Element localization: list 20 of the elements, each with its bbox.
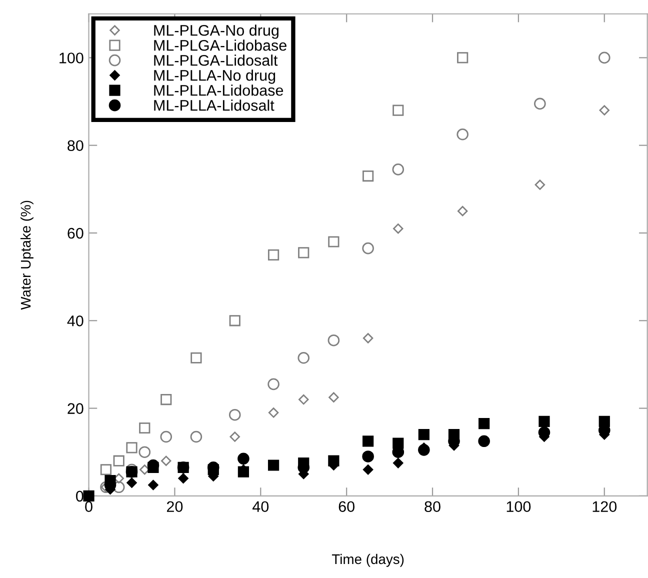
- y-axis-title: Water Uptake (%): [20, 200, 34, 310]
- y-tick-label: 100: [60, 52, 84, 64]
- legend-label: ML-PLLA-Lidobase: [154, 84, 284, 96]
- x-tick-label: 0: [85, 501, 92, 512]
- y-tick-label: 40: [67, 316, 84, 326]
- legend-label: ML-PLGA-No drug: [154, 24, 278, 39]
- x-tick-label: 40: [252, 501, 269, 512]
- legend-label: ML-PLLA-Lidosalt: [154, 100, 274, 111]
- x-tick-label: 100: [506, 501, 531, 512]
- x-axis-title: Time (days): [332, 554, 404, 567]
- x-tick-label: 60: [338, 501, 354, 512]
- legend-label: ML-PLGA-Lidosalt: [154, 54, 278, 66]
- y-tick-label: 60: [68, 228, 84, 239]
- legend-label: ML-PLLA-No drug: [154, 70, 276, 84]
- y-tick-label: 80: [68, 140, 84, 152]
- x-tick-label: 80: [424, 501, 440, 512]
- x-tick-label: 120: [592, 501, 617, 512]
- legend-label: ML-PLGA-Lidobase: [154, 40, 286, 51]
- x-tick-label: 20: [166, 501, 183, 512]
- y-tick-label: 20: [68, 403, 84, 414]
